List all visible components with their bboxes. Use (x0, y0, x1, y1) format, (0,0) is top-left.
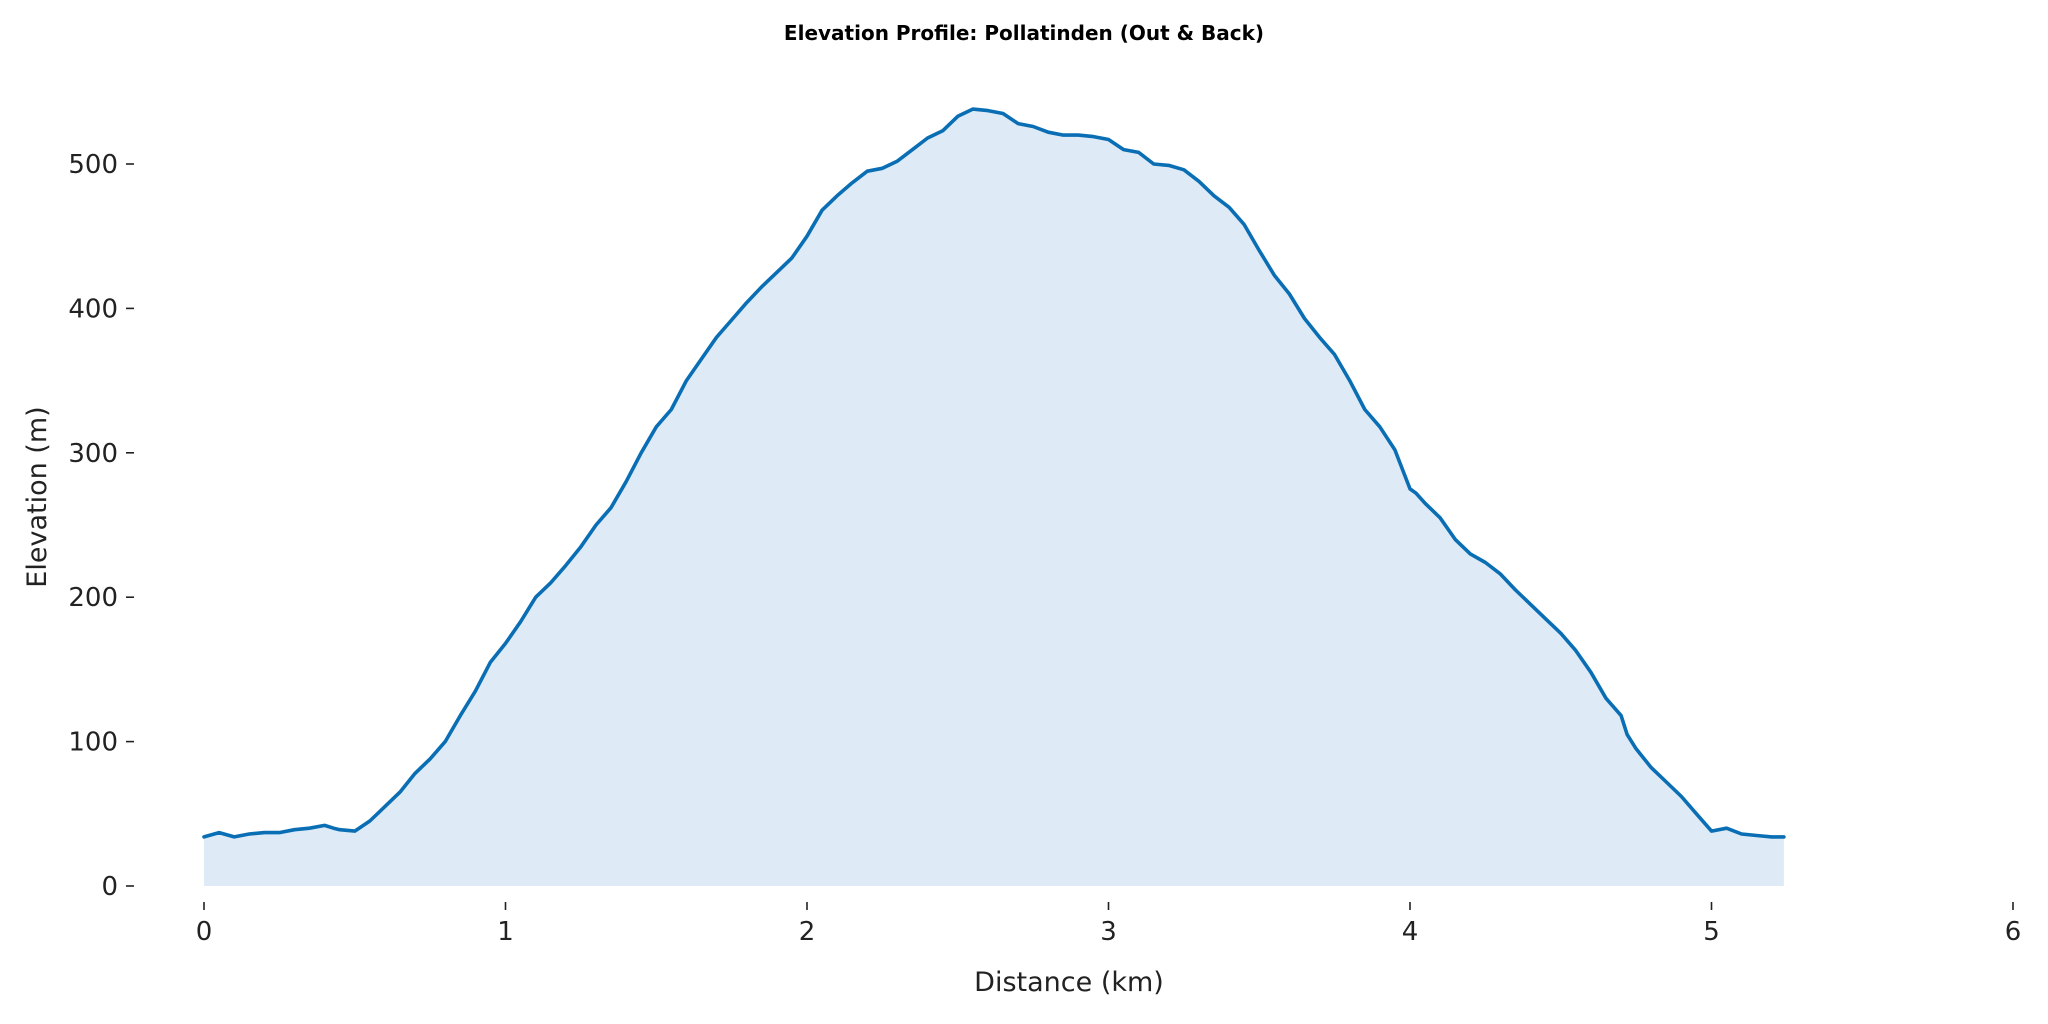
x-axis: 0 1 2 3 4 5 6 (196, 902, 2022, 947)
plot-area (202, 107, 1786, 887)
y-axis: 0 100 200 300 400 500 (68, 150, 134, 902)
y-tick-label: 100 (68, 728, 118, 758)
elevation-line (202, 107, 1786, 839)
x-tick-label: 6 (2005, 917, 2022, 947)
x-axis-label: Distance (km) (974, 967, 1164, 998)
x-tick-label: 0 (196, 917, 213, 947)
y-tick-label: 400 (68, 294, 118, 324)
y-tick-label: 300 (68, 439, 118, 469)
elevation-area-fill (204, 109, 1784, 887)
x-tick-label: 5 (1703, 917, 1720, 947)
y-tick-label: 500 (68, 150, 118, 180)
chart-title: Elevation Profile: Pollatinden (Out & Ba… (784, 21, 1264, 45)
x-tick-label: 1 (497, 917, 514, 947)
y-axis-label: Elevation (m) (22, 406, 53, 587)
x-tick-label: 4 (1402, 917, 1419, 947)
y-tick-label: 200 (68, 583, 118, 613)
y-tick-label: 0 (101, 872, 118, 902)
x-tick-label: 2 (799, 917, 816, 947)
x-tick-label: 3 (1100, 917, 1117, 947)
